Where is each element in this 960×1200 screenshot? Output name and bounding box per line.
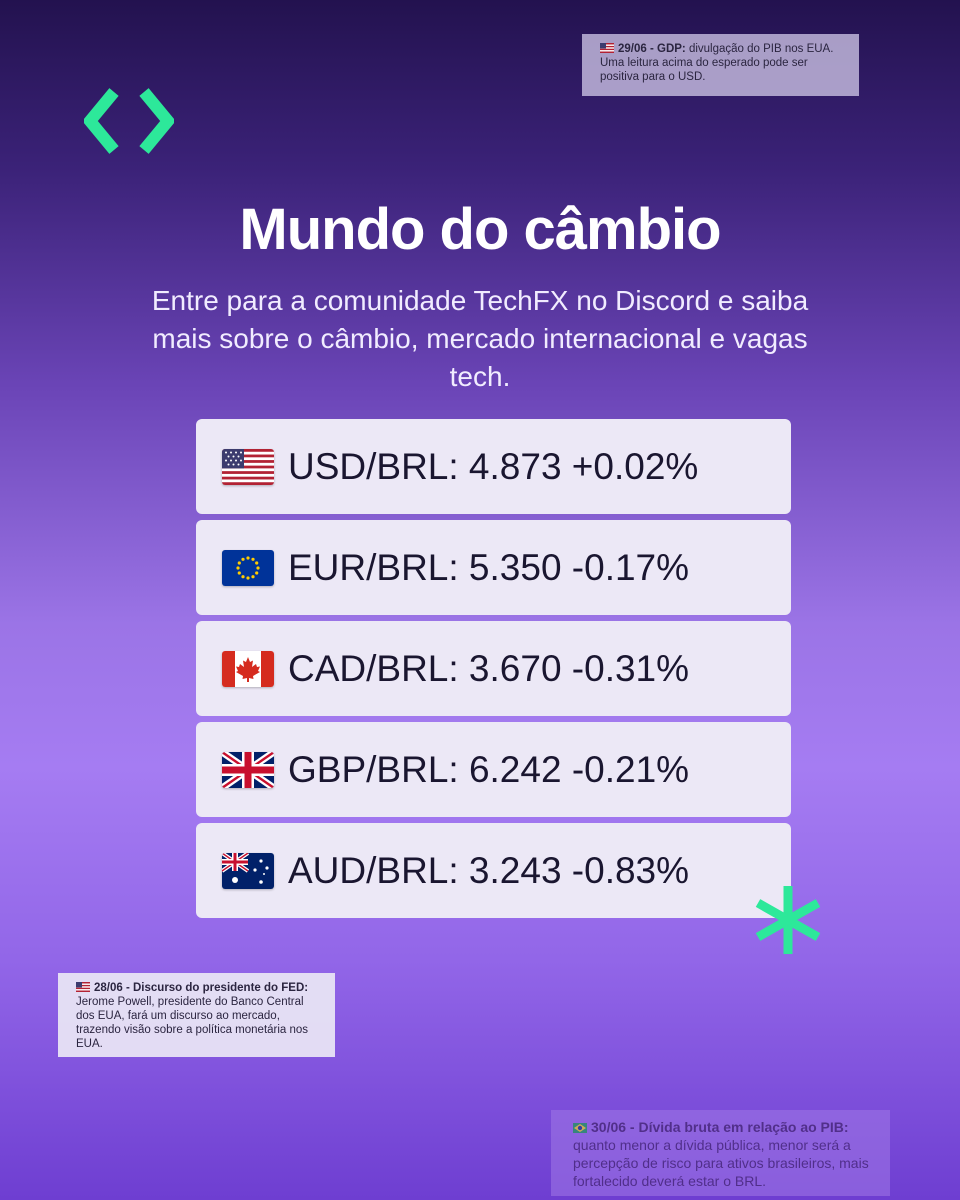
us-flag-icon — [76, 982, 90, 992]
rate-text: EUR/BRL: 5.350 -0.17% — [288, 546, 690, 588]
note-body: divulgação do PIB nos EUA. Uma leitura a… — [600, 43, 834, 83]
rate-text: USD/BRL: 4.873 +0.02% — [288, 445, 699, 487]
note-body: Jerome Powell, presidente do Banco Centr… — [76, 996, 309, 1050]
note-public-debt: 30/06 - Dívida bruta em relação ao PIB: q… — [551, 1110, 890, 1196]
note-body: quanto menor a dívida pública, menor ser… — [573, 1137, 869, 1189]
eu-flag-icon — [222, 549, 274, 586]
rate-text: GBP/BRL: 6.242 -0.21% — [288, 748, 690, 790]
page-title: Mundo do câmbio — [239, 197, 721, 262]
note-gdp: 29/06 - GDP: divulgação do PIB nos EUA. … — [582, 34, 859, 96]
us-flag-icon — [600, 43, 614, 53]
br-flag-icon — [573, 1123, 587, 1133]
rates-list: USD/BRL: 4.873 +0.02% EUR/BRL: 5.350 -0.… — [196, 419, 791, 924]
ca-flag-icon — [222, 650, 274, 687]
rate-row-gbp: GBP/BRL: 6.242 -0.21% — [196, 722, 791, 817]
note-heading: 30/06 - Dívida bruta em relação ao PIB: — [591, 1119, 849, 1135]
rate-row-aud: AUD/BRL: 3.243 -0.83% — [196, 823, 791, 918]
gb-flag-icon — [222, 751, 274, 788]
note-fed-speech: 28/06 - Discurso do presidente do FED: Je… — [58, 973, 335, 1057]
note-heading: 29/06 - GDP: — [618, 43, 686, 55]
au-flag-icon — [222, 852, 274, 889]
us-flag-icon — [222, 448, 274, 485]
rate-text: AUD/BRL: 3.243 -0.83% — [288, 849, 690, 891]
rate-text: CAD/BRL: 3.670 -0.31% — [288, 647, 690, 689]
code-brackets-icon — [84, 88, 174, 154]
page-subtitle: Entre para a comunidade TechFX no Discor… — [151, 285, 809, 392]
asterisk-icon — [755, 886, 821, 954]
rate-row-cad: CAD/BRL: 3.670 -0.31% — [196, 621, 791, 716]
note-heading: 28/06 - Discurso do presidente do FED: — [94, 982, 309, 994]
rate-row-eur: EUR/BRL: 5.350 -0.17% — [196, 520, 791, 615]
rate-row-usd: USD/BRL: 4.873 +0.02% — [196, 419, 791, 514]
